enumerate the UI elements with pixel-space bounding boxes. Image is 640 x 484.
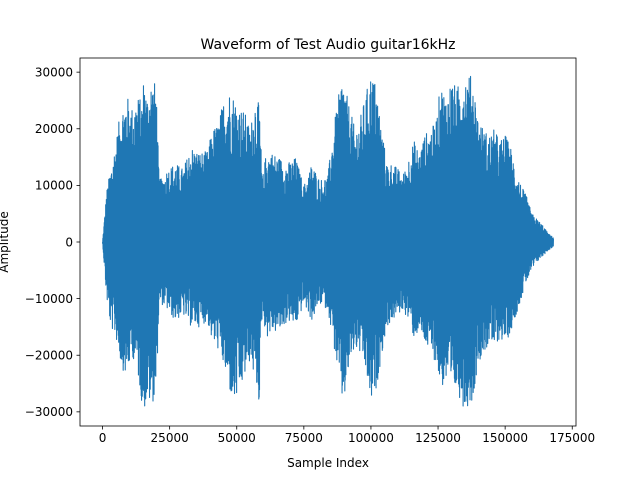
x-tick-label: 0 xyxy=(99,431,107,445)
x-tick-label: 150000 xyxy=(482,431,528,445)
y-tick-label: −10000 xyxy=(25,292,73,306)
y-tick-label: 30000 xyxy=(35,65,73,79)
x-tick-label: 125000 xyxy=(415,431,461,445)
y-axis: −30000 −20000 −10000 0 10000 20000 30000 xyxy=(25,65,80,419)
plot-area xyxy=(79,57,577,427)
x-axis-label: Sample Index xyxy=(287,456,369,470)
x-axis: 0 25000 50000 75000 100000 125000 150000 175000 xyxy=(99,426,595,445)
chart-title: Waveform of Test Audio guitar16kHz xyxy=(201,37,456,53)
y-tick-label: −30000 xyxy=(25,405,73,419)
y-tick-label: −20000 xyxy=(25,349,73,363)
x-tick-label: 175000 xyxy=(549,431,595,445)
x-tick-label: 25000 xyxy=(151,431,189,445)
y-tick-label: 10000 xyxy=(35,179,73,193)
x-tick-label: 75000 xyxy=(285,431,323,445)
x-tick-label: 50000 xyxy=(218,431,256,445)
waveform-series xyxy=(102,75,554,407)
y-tick-label: 20000 xyxy=(35,122,73,136)
y-axis-label: Amplitude xyxy=(0,211,11,273)
x-tick-label: 100000 xyxy=(348,431,394,445)
y-tick-label: 0 xyxy=(65,235,73,249)
